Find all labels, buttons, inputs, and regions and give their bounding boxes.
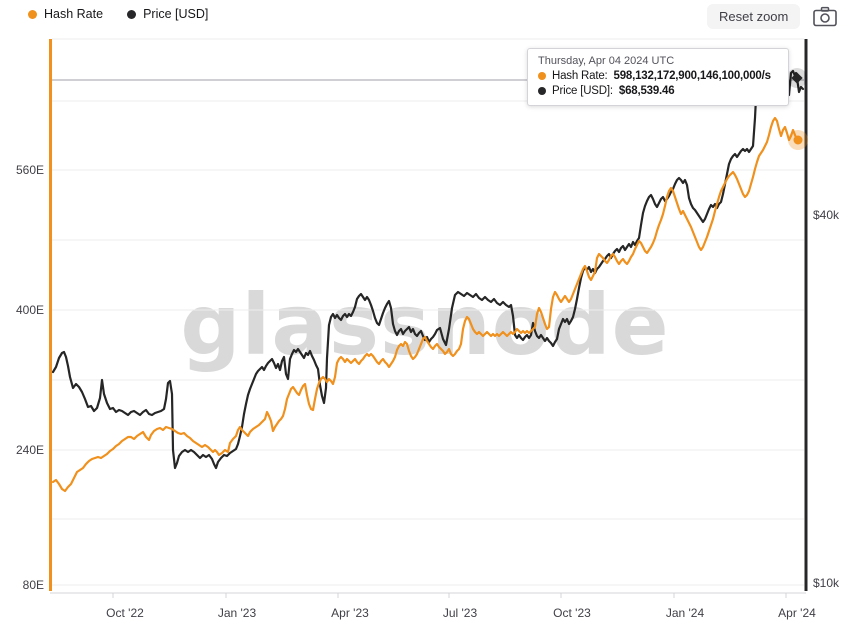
y-axis-right-tick-label: $10k	[813, 576, 840, 590]
y-axis-left-tick-label: 400E	[16, 303, 44, 317]
tooltip-label-hash-rate: Hash Rate:	[552, 70, 608, 82]
price-line[interactable]	[51, 69, 805, 470]
x-axis-tick-label: Jul '23	[443, 606, 478, 620]
price-dot-icon	[538, 87, 546, 95]
legend-item-price[interactable]: Price [USD]	[127, 7, 208, 21]
tooltip-row-price: Price [USD]: $68,539.46	[538, 85, 778, 97]
tooltip-value-price: $68,539.46	[618, 85, 675, 97]
camera-icon[interactable]	[812, 5, 838, 28]
hash-rate-point-marker	[793, 135, 803, 145]
tooltip-date: Thursday, Apr 04 2024 UTC	[538, 55, 675, 67]
legend: Hash Rate Price [USD]	[28, 7, 208, 21]
x-axis-tick-label: Apr '23	[331, 606, 369, 620]
legend-item-hash-rate[interactable]: Hash Rate	[28, 7, 103, 21]
tooltip-value-hash-rate: 598,132,172,900,146,100,000/s	[613, 70, 771, 82]
price-dot-icon	[127, 9, 137, 19]
y-axis-left-tick-label: 80E	[23, 578, 44, 592]
x-axis-tick-label: Jan '23	[218, 606, 257, 620]
tooltip-row-hash-rate: Hash Rate: 598,132,172,900,146,100,000/s	[538, 70, 778, 82]
x-axis-tick-label: Oct '23	[553, 606, 591, 620]
legend-label-hash-rate: Hash Rate	[44, 7, 104, 21]
glassnode-watermark: glassnode	[0, 276, 850, 374]
tooltip: Thursday, Apr 04 2024 UTC Hash Rate: 598…	[527, 48, 789, 106]
hash-rate-dot-icon	[538, 72, 546, 80]
tooltip-label-price: Price [USD]:	[552, 85, 613, 97]
x-axis-tick-label: Jan '24	[666, 606, 705, 620]
y-axis-left-tick-label: 240E	[16, 443, 44, 457]
hash-rate-line[interactable]	[51, 116, 800, 493]
reset-zoom-button[interactable]: Reset zoom	[707, 4, 801, 29]
plot-area[interactable]	[50, 39, 806, 593]
y-axis-left-tick-label: 560E	[16, 163, 44, 177]
x-axis-tick-label: Apr '24	[778, 606, 816, 620]
x-axis-tick-label: Oct '22	[106, 606, 144, 620]
y-axis-right-tick-label: $40k	[813, 208, 840, 222]
legend-label-price: Price [USD]	[143, 7, 209, 21]
hash-rate-dot-icon	[28, 9, 37, 19]
